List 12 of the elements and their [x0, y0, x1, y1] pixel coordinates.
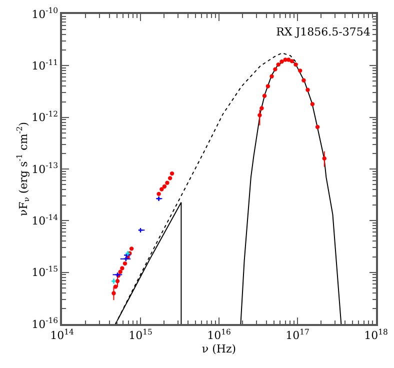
- x-tick-label: 10$^{17}$: [286, 327, 310, 342]
- x-tick-label: 10$^{18}$: [364, 327, 388, 342]
- y-tick-label: 10$^{-13}$: [32, 161, 58, 176]
- x-tick-label: 10$^{15}$: [128, 327, 152, 342]
- x-tick-label: 10$^{16}$: [207, 327, 231, 342]
- y-tick-label: 10$^{-11}$: [32, 58, 58, 73]
- x-axis-title: ν (Hz): [202, 342, 236, 356]
- text: RX J1856.5-3754: [276, 25, 370, 38]
- y-tick-label: 10$^{-12}$: [32, 110, 58, 124]
- y-tick-label: 10$^{-15}$: [32, 264, 58, 280]
- y-tick-label: 10$^{-10}$: [32, 6, 58, 21]
- y-tick-label: 10$^{-14}$: [32, 212, 58, 228]
